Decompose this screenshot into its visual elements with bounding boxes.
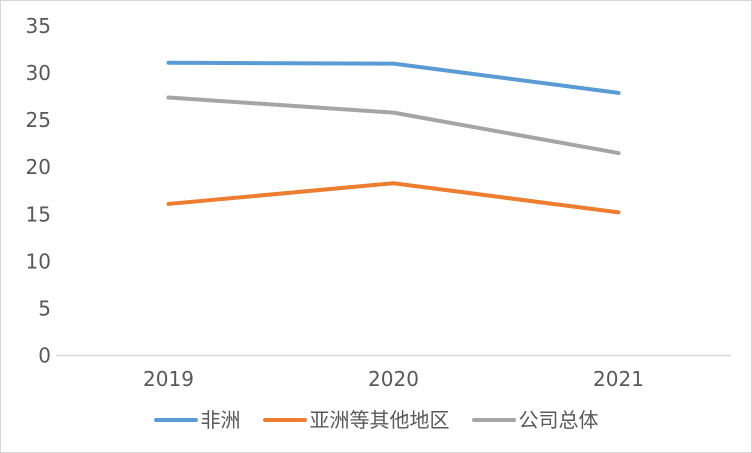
y-tick-label: 25	[26, 108, 51, 132]
legend-line-marker	[153, 418, 198, 422]
legend-line-marker	[262, 418, 307, 422]
legend-line-marker	[471, 418, 516, 422]
legend-item-1: 亚洲等其他地区	[262, 408, 450, 432]
legend-item-0: 非洲	[153, 408, 241, 432]
legend: 非洲 亚洲等其他地区 公司总体	[1, 408, 751, 432]
y-tick-label: 15	[26, 202, 51, 226]
y-tick-label: 5	[38, 296, 51, 320]
y-tick-label: 20	[26, 155, 51, 179]
legend-label: 亚洲等其他地区	[309, 408, 450, 432]
x-tick-label: 2020	[368, 367, 419, 391]
x-tick-label: 2019	[143, 367, 194, 391]
x-tick-label: 2021	[593, 367, 644, 391]
series-line-2	[166, 95, 621, 156]
legend-item-2: 公司总体	[471, 408, 599, 432]
y-tick-label: 0	[38, 344, 51, 368]
series-line-1	[166, 181, 621, 215]
y-tick-label: 30	[26, 61, 51, 85]
legend-label: 非洲	[200, 408, 241, 432]
legend-label: 公司总体	[518, 408, 599, 432]
y-tick-label: 35	[26, 14, 51, 38]
series-line-0	[166, 60, 621, 95]
y-tick-label: 10	[26, 249, 51, 273]
